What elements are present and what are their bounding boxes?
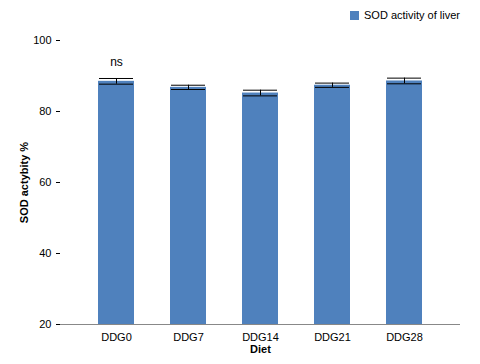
svg-text:DDG7: DDG7 (173, 331, 204, 343)
svg-text:SOD actybity %: SOD actybity % (18, 142, 30, 224)
svg-text:DDG14: DDG14 (242, 331, 279, 343)
html-text:SOD activity of liver: SOD activity of liver (364, 9, 460, 21)
svg-text:80: 80 (39, 105, 51, 117)
svg-text:DDG21: DDG21 (314, 331, 351, 343)
svg-text:DDG28: DDG28 (386, 331, 423, 343)
svg-text:ns: ns (110, 55, 123, 69)
svg-text:40: 40 (39, 247, 51, 259)
svg-text:Diet: Diet (250, 343, 271, 355)
svg-text:20: 20 (39, 318, 51, 330)
svg-text:DDG0: DDG0 (101, 331, 132, 343)
svg-text:100: 100 (33, 34, 51, 46)
svg-text:60: 60 (39, 176, 51, 188)
